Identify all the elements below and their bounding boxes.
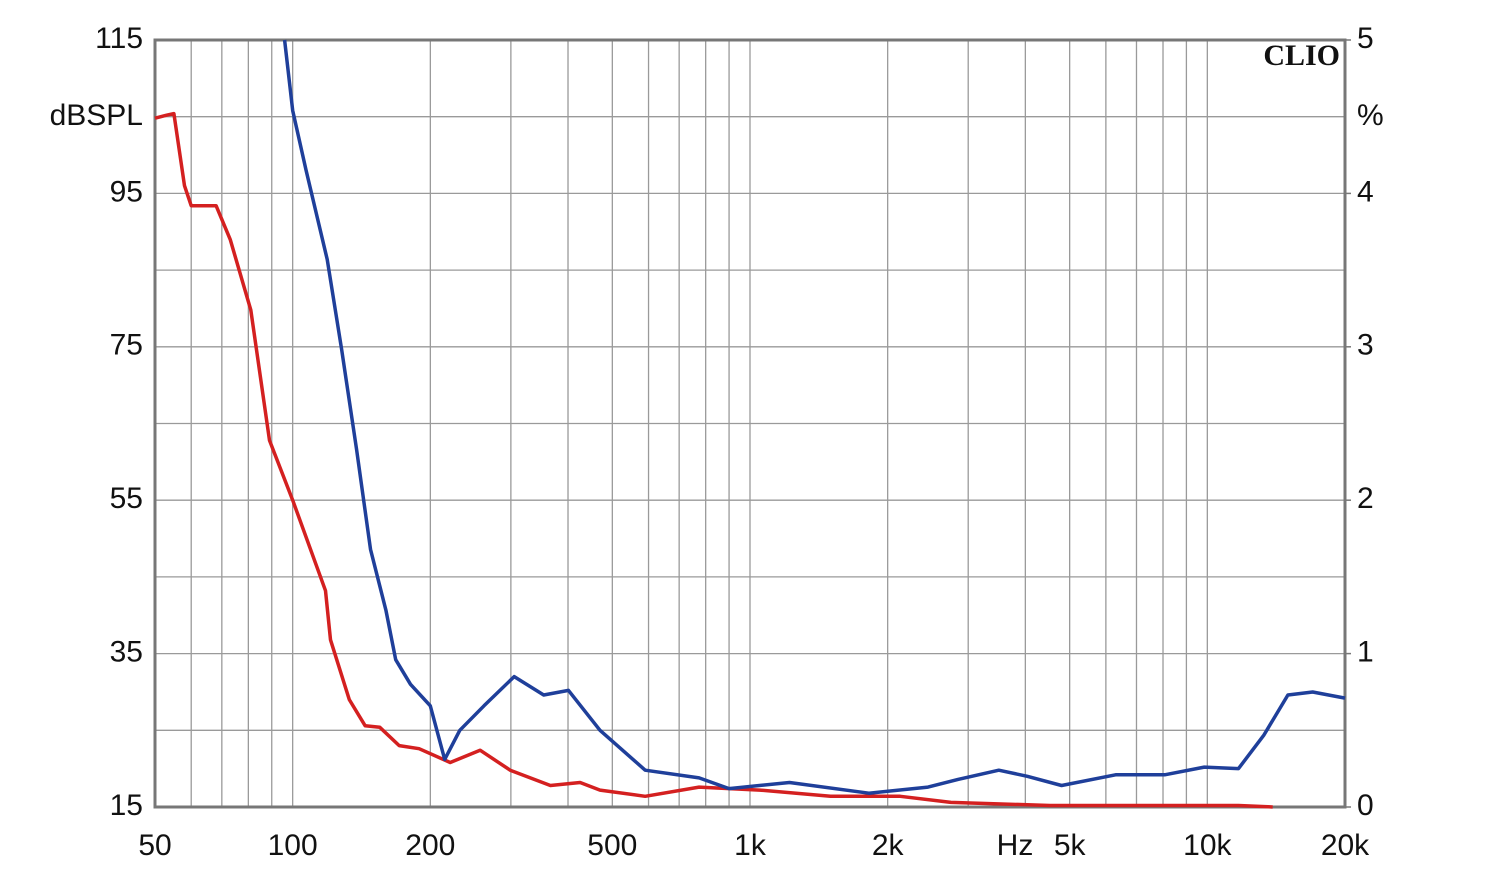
y2-tick-label: 4 <box>1357 175 1374 208</box>
y2-tick-label: 3 <box>1357 329 1374 362</box>
x-tick-label: 5k <box>1054 829 1087 862</box>
y2-tick-label: 2 <box>1357 482 1374 515</box>
y-tick-label: 75 <box>110 329 143 362</box>
x-tick-label: 1k <box>734 829 767 862</box>
y-tick-label: 15 <box>110 789 143 822</box>
x-tick-label: 200 <box>405 829 455 862</box>
y-axis-label: dBSPL <box>50 99 143 132</box>
y-tick-label: 55 <box>110 482 143 515</box>
series-line <box>154 111 1273 809</box>
y-tick-label: 115 <box>95 22 143 55</box>
x-tick-label: 2k <box>872 829 905 862</box>
y2-tick-label: 0 <box>1357 789 1374 822</box>
y2-tick-label: 1 <box>1357 636 1374 669</box>
x-tick-label: 20k <box>1321 829 1370 862</box>
x-tick-label: 500 <box>587 829 637 862</box>
plot-frame <box>153 38 1347 809</box>
y2-tick-label: 5 <box>1357 22 1374 55</box>
y-tick-label: 35 <box>110 636 143 669</box>
y-tick-label: 95 <box>110 175 143 208</box>
x-tick-label: 10k <box>1183 829 1232 862</box>
x-tick-label: 50 <box>138 829 171 862</box>
x-axis-label: Hz <box>997 829 1034 862</box>
brand-label: CLIO <box>1263 39 1340 72</box>
y2-axis-label: % <box>1357 99 1384 132</box>
x-tick-label: 100 <box>268 829 318 862</box>
series-line <box>282 39 1346 795</box>
